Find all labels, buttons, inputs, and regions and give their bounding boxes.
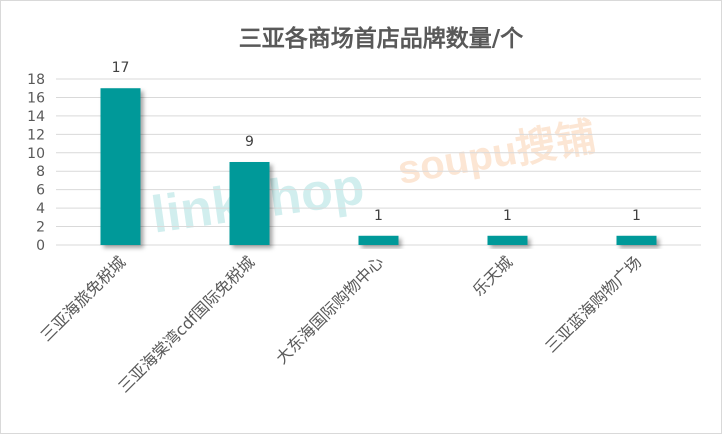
y-tick-label: 12 — [27, 127, 45, 143]
y-tick-label: 18 — [27, 72, 45, 88]
y-tick-label: 14 — [27, 109, 45, 125]
bar — [616, 235, 657, 245]
x-tick-label: 三亚海旅免税城 — [37, 252, 130, 345]
data-label: 9 — [245, 134, 254, 150]
y-tick-label: 6 — [36, 183, 45, 199]
y-tick-label: 0 — [36, 238, 45, 254]
y-tick-label: 10 — [27, 146, 45, 162]
bar — [229, 162, 270, 245]
y-tick-label: 4 — [36, 201, 45, 217]
y-tick-label: 8 — [36, 164, 45, 180]
x-tick-label: 三亚海棠湾cdf国际免税城 — [114, 252, 258, 396]
x-tick-label: 三亚蓝海购物广场 — [541, 252, 645, 356]
data-label: 17 — [112, 60, 130, 76]
bar — [358, 235, 399, 245]
y-tick-label: 2 — [36, 220, 45, 236]
data-label: 1 — [632, 208, 641, 224]
chart-title: 三亚各商场首店品牌数量/个 — [239, 25, 524, 52]
data-label: 1 — [503, 208, 512, 224]
bar — [487, 235, 528, 245]
x-tick-label: 大东海国际购物中心 — [272, 252, 387, 367]
bar — [100, 88, 141, 245]
y-tick-label: 16 — [27, 90, 45, 106]
x-tick-label: 乐天城 — [469, 252, 516, 299]
data-label: 1 — [374, 208, 383, 224]
